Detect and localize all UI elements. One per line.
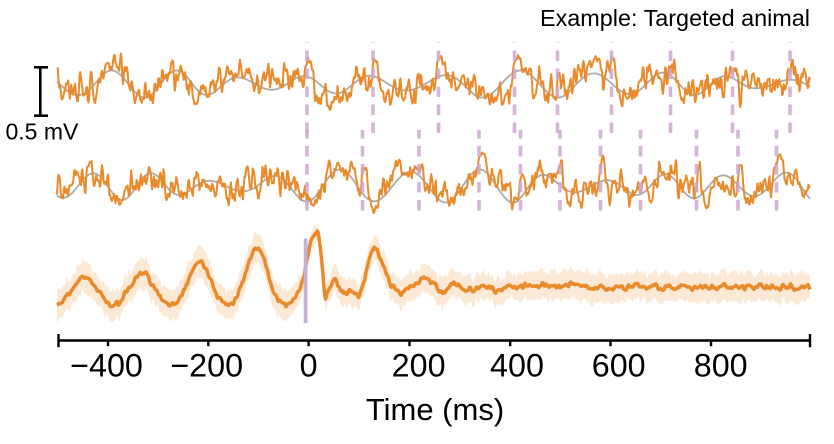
svg-text:−400: −400 — [70, 348, 143, 384]
svg-text:800: 800 — [694, 348, 748, 384]
svg-text:600: 600 — [592, 348, 646, 384]
svg-text:200: 200 — [392, 348, 446, 384]
svg-text:0: 0 — [300, 348, 318, 384]
svg-text:Example: Targeted animal: Example: Targeted animal — [540, 5, 810, 31]
svg-text:Time (ms): Time (ms) — [366, 392, 504, 427]
svg-text:0.5 mV: 0.5 mV — [6, 119, 80, 145]
svg-text:400: 400 — [490, 348, 544, 384]
svg-text:−200: −200 — [170, 348, 243, 384]
